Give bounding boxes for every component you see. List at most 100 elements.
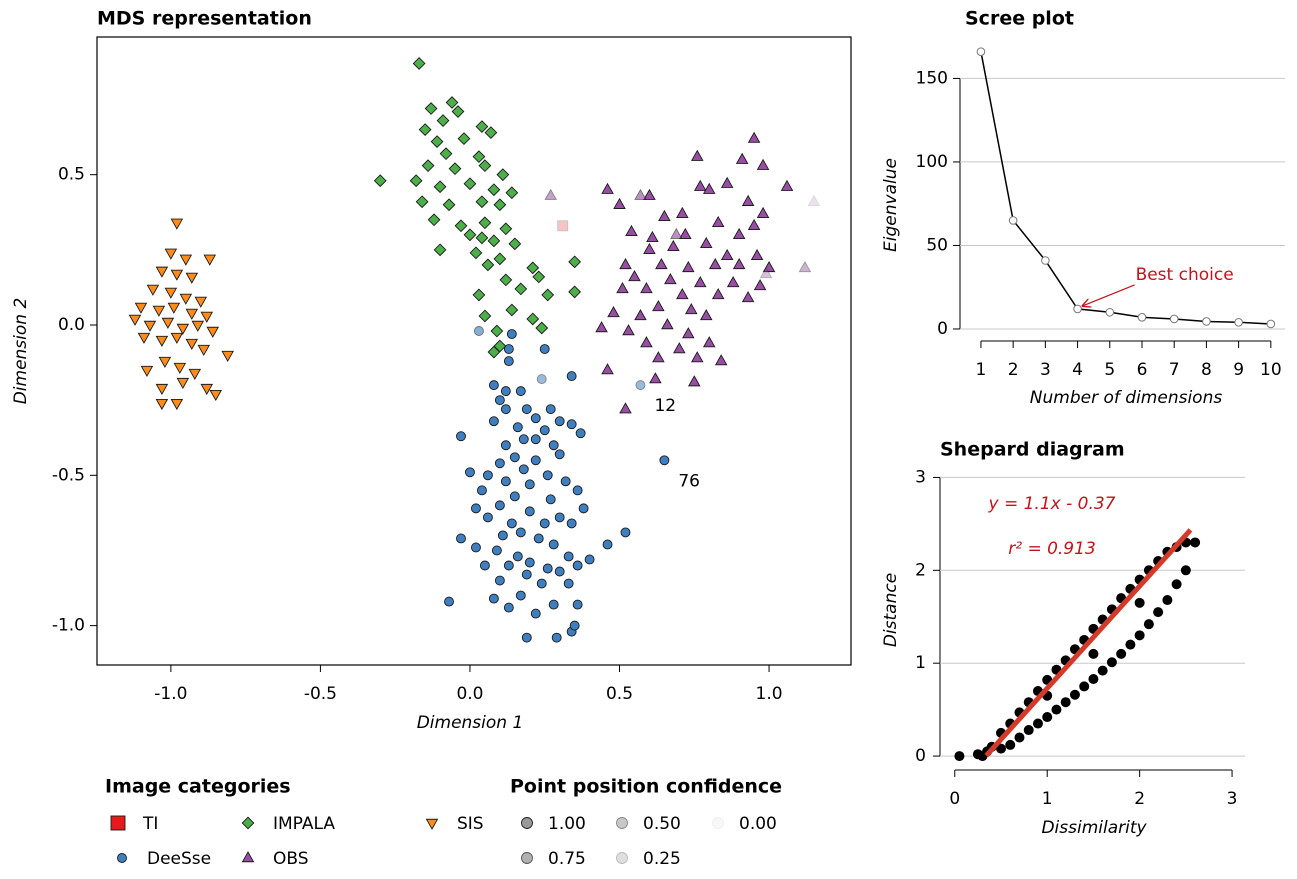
point bbox=[176, 377, 190, 390]
point bbox=[117, 853, 127, 863]
point bbox=[634, 309, 647, 321]
point bbox=[762, 260, 776, 273]
x-tick-label: 5 bbox=[1104, 360, 1115, 380]
point bbox=[155, 335, 169, 347]
point bbox=[607, 306, 620, 318]
point bbox=[649, 372, 662, 384]
point bbox=[1266, 319, 1276, 329]
point bbox=[526, 261, 540, 275]
point bbox=[601, 182, 614, 194]
point bbox=[545, 494, 556, 505]
point bbox=[750, 248, 764, 261]
point bbox=[496, 168, 510, 182]
point bbox=[1202, 317, 1211, 326]
point bbox=[521, 404, 532, 415]
point bbox=[640, 282, 653, 294]
point bbox=[518, 464, 529, 475]
point bbox=[554, 449, 565, 460]
point bbox=[652, 351, 665, 363]
point bbox=[646, 230, 659, 243]
line bbox=[980, 51, 1271, 325]
point bbox=[1162, 595, 1173, 606]
point bbox=[482, 470, 493, 481]
point bbox=[475, 231, 489, 245]
x-tick-label: 2 bbox=[1134, 789, 1145, 809]
point bbox=[436, 114, 450, 127]
point bbox=[741, 194, 755, 206]
point bbox=[542, 470, 553, 481]
legend-label: 1.00 bbox=[548, 814, 586, 834]
point bbox=[714, 354, 728, 366]
point bbox=[484, 126, 498, 139]
point bbox=[756, 206, 770, 218]
point bbox=[976, 47, 986, 56]
point bbox=[164, 248, 178, 260]
x-tick-label: -0.5 bbox=[304, 684, 337, 704]
point bbox=[542, 563, 553, 574]
point bbox=[1023, 725, 1034, 736]
point bbox=[170, 398, 184, 411]
point bbox=[167, 302, 181, 314]
legend-label: OBS bbox=[273, 849, 309, 869]
point bbox=[505, 303, 519, 317]
point bbox=[1143, 619, 1154, 630]
point bbox=[500, 404, 511, 415]
x-tick-label: 1 bbox=[1042, 789, 1053, 809]
point bbox=[493, 252, 507, 266]
point bbox=[702, 182, 716, 194]
x-tick-label: 2 bbox=[1008, 360, 1019, 380]
point bbox=[472, 150, 486, 164]
point bbox=[682, 260, 695, 273]
point bbox=[1005, 739, 1016, 750]
point bbox=[445, 96, 459, 109]
point bbox=[1079, 681, 1090, 692]
y-tick-label: -0.5 bbox=[52, 465, 85, 485]
point bbox=[503, 560, 514, 571]
point bbox=[619, 257, 632, 270]
point bbox=[622, 324, 635, 336]
point bbox=[688, 375, 701, 387]
point bbox=[1032, 718, 1043, 729]
point bbox=[494, 500, 505, 511]
point bbox=[625, 224, 638, 237]
point bbox=[155, 398, 169, 411]
point bbox=[515, 590, 526, 601]
point bbox=[554, 566, 565, 577]
point bbox=[676, 206, 689, 218]
point bbox=[711, 215, 725, 227]
point bbox=[478, 216, 492, 230]
point bbox=[514, 282, 528, 296]
point bbox=[747, 131, 761, 143]
point bbox=[524, 479, 535, 490]
point bbox=[676, 288, 689, 300]
y-tick-label: 150 bbox=[916, 68, 948, 88]
y-axis-title: Eigenvalue bbox=[881, 158, 901, 252]
point bbox=[640, 336, 653, 348]
point bbox=[560, 476, 571, 487]
point bbox=[488, 593, 499, 604]
point bbox=[494, 458, 505, 469]
point bbox=[433, 243, 447, 257]
point bbox=[533, 533, 544, 544]
point bbox=[693, 179, 707, 191]
x-tick-label: 8 bbox=[1201, 360, 1212, 380]
point bbox=[613, 197, 626, 209]
confidence-legend-title: Point position confidence bbox=[510, 776, 782, 798]
point bbox=[170, 332, 184, 344]
point bbox=[521, 569, 532, 580]
x-tick-label: 3 bbox=[1227, 789, 1238, 809]
x-tick-label: 4 bbox=[1072, 360, 1083, 380]
point bbox=[584, 554, 595, 565]
point bbox=[430, 135, 444, 149]
legend-label: 0.50 bbox=[643, 814, 681, 834]
point bbox=[134, 302, 148, 314]
point bbox=[670, 227, 683, 240]
point bbox=[535, 321, 549, 335]
point bbox=[661, 318, 674, 330]
legend-label: DeeSse bbox=[147, 849, 211, 869]
point bbox=[732, 257, 746, 270]
y-tick-label: 50 bbox=[926, 235, 948, 255]
x-tick-label: 3 bbox=[1040, 360, 1051, 380]
point bbox=[526, 312, 540, 326]
y-tick-label: 1 bbox=[915, 653, 926, 673]
